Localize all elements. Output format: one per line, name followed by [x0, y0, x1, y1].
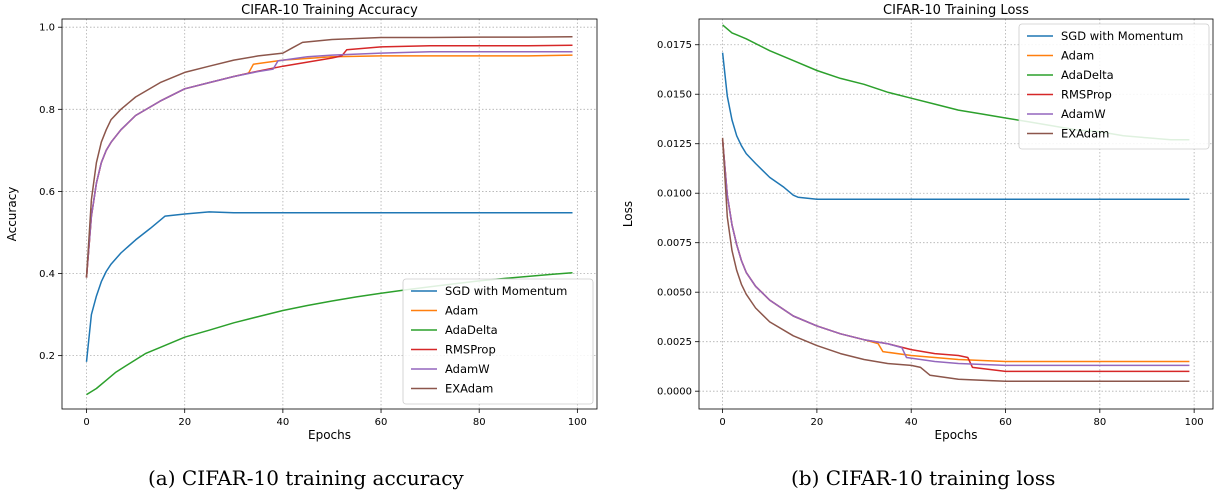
legend-label: Adam — [1061, 49, 1094, 63]
y-tick-label: 0.8 — [39, 105, 55, 116]
legend-box — [402, 278, 594, 405]
x-tick-label: 60 — [375, 417, 388, 428]
series-line-exadam — [85, 35, 573, 278]
x-axis-label: Epochs — [308, 428, 351, 442]
legend-box — [1018, 23, 1210, 150]
legend-label: AdaDelta — [445, 323, 498, 337]
legend-label: EXAdam — [445, 382, 493, 396]
legend-label: SGD with Momentum — [1061, 29, 1183, 43]
axes-frame — [61, 18, 598, 410]
y-tick-label: 0.0050 — [657, 288, 692, 299]
axes-frame — [698, 18, 1214, 410]
legend-label: EXAdam — [1061, 127, 1109, 141]
caption-accuracy: (a) CIFAR-10 training accuracy — [148, 466, 464, 490]
y-tick-label: 0.2 — [39, 351, 55, 362]
y-tick-label: 0.6 — [39, 187, 55, 198]
y-tick-label: 0.0025 — [657, 337, 692, 348]
y-tick-label: 0.0175 — [657, 40, 692, 51]
series-line-adam — [721, 139, 1190, 363]
series-line-adamw — [721, 139, 1190, 367]
y-tick-label: 0.0000 — [657, 387, 692, 398]
x-tick-label: 80 — [473, 417, 486, 428]
y-tick-label: 0.0100 — [657, 189, 692, 200]
series-line-adam — [85, 54, 573, 278]
series-line-adamw — [85, 51, 573, 278]
y-tick-label: 0.0125 — [657, 139, 692, 150]
legend-label: SGD with Momentum — [445, 284, 567, 298]
x-tick-label: 100 — [1185, 417, 1204, 428]
x-tick-label: 60 — [999, 417, 1012, 428]
x-tick-label: 0 — [83, 417, 89, 428]
y-axis-label: Accuracy — [5, 187, 19, 242]
legend-label: AdaDelta — [1061, 68, 1114, 82]
y-tick-label: 0.0150 — [657, 90, 692, 101]
x-tick-label: 100 — [568, 417, 587, 428]
chart-title: CIFAR-10 Training Loss — [883, 3, 1029, 18]
series-line-sgd-with-momentum — [721, 52, 1190, 200]
x-tick-label: 20 — [178, 417, 191, 428]
y-axis-label: Loss — [621, 201, 635, 227]
legend-label: AdamW — [1061, 107, 1106, 121]
legend: SGD with Momentum Adam AdaDelta RMSProp Adam… — [1018, 23, 1210, 150]
chart-accuracy: 0 20 40 60 80 100 0.2 0.4 0.6 0.8 1.0 CIFAR-10 Trai… — [5, 3, 598, 442]
caption-loss: (b) CIFAR-10 training loss — [791, 466, 1056, 490]
legend-label: AdamW — [445, 362, 490, 376]
y-tick-label: 0.0075 — [657, 238, 692, 249]
series-line-rmsprop — [85, 44, 573, 278]
legend-label: RMSProp — [1061, 88, 1112, 102]
chart-loss: 0 20 40 60 80 100 0.0000 0.0025 0.0050 0.0075 0.01… — [621, 3, 1214, 442]
legend-label: Adam — [445, 304, 478, 318]
legend-label: RMSProp — [445, 343, 496, 357]
y-tick-label: 1.0 — [39, 23, 55, 34]
x-axis-label: Epochs — [935, 428, 978, 442]
series-line-rmsprop — [721, 139, 1190, 373]
x-tick-label: 0 — [719, 417, 725, 428]
x-tick-label: 40 — [277, 417, 290, 428]
x-tick-label: 40 — [905, 417, 918, 428]
series-line-sgd-with-momentum — [85, 211, 573, 362]
x-tick-label: 20 — [811, 417, 824, 428]
chart-title: CIFAR-10 Training Accuracy — [241, 3, 418, 18]
series-line-exadam — [721, 137, 1190, 383]
legend: SGD with Momentum Adam AdaDelta RMSProp Adam… — [402, 278, 594, 405]
y-tick-label: 0.4 — [39, 269, 55, 280]
x-tick-label: 80 — [1093, 417, 1106, 428]
